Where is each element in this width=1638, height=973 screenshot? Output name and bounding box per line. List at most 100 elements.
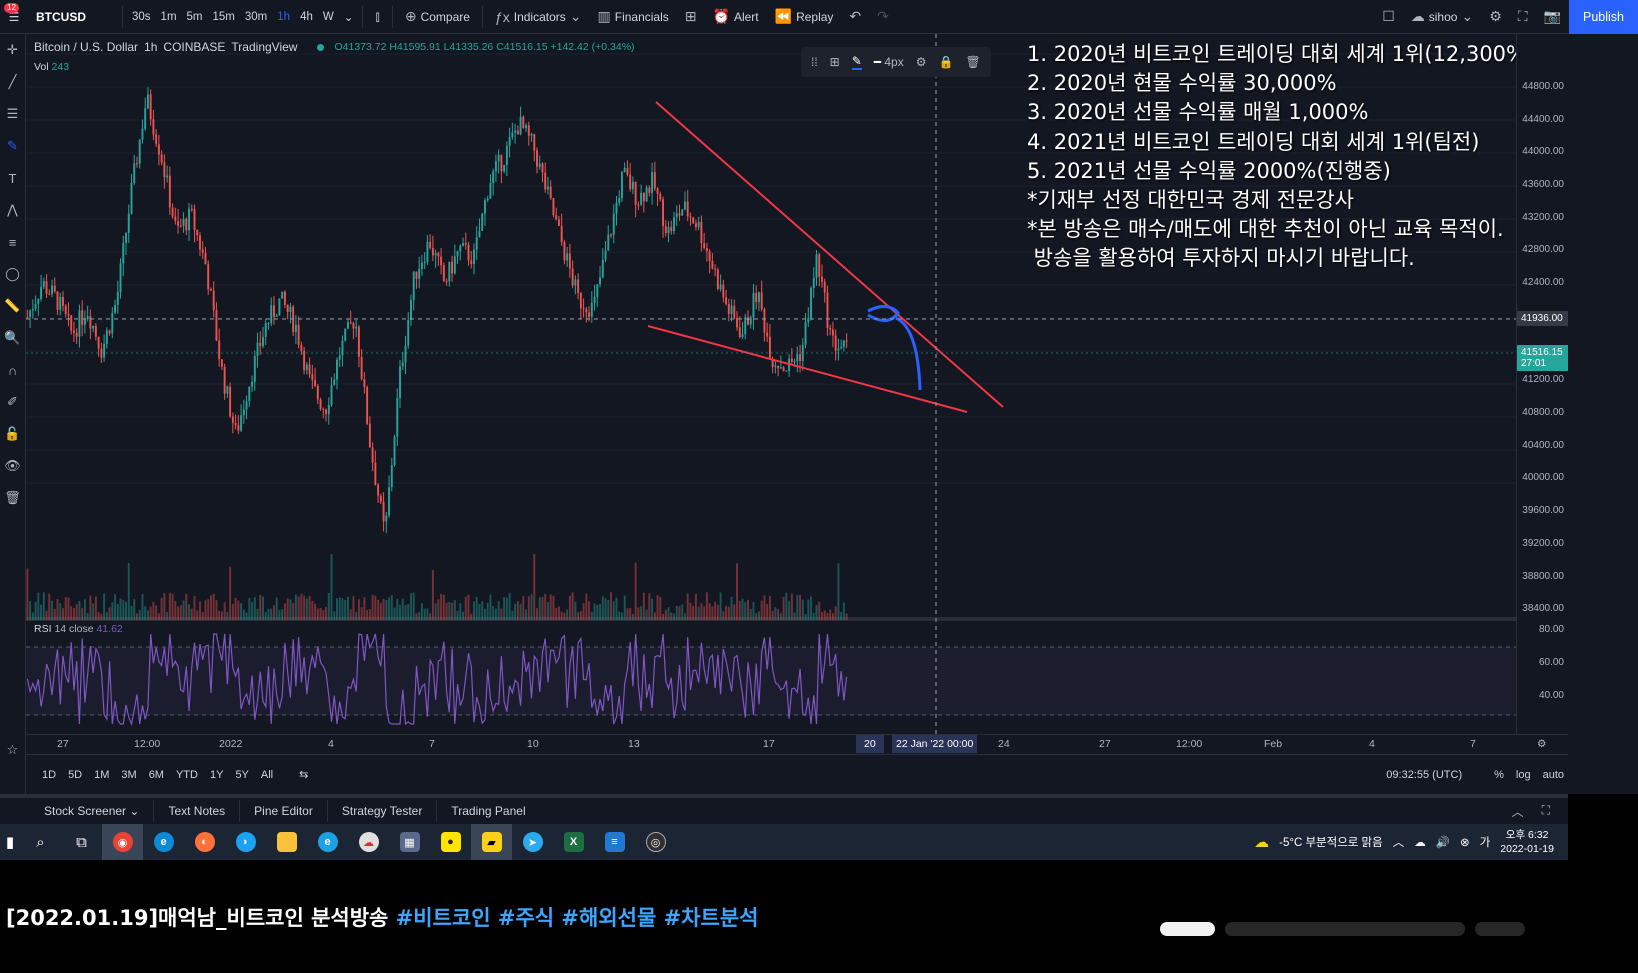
search-icon[interactable]: ⌕: [36, 833, 45, 851]
timeframe-30m[interactable]: 30m: [244, 10, 268, 23]
replay-button[interactable]: ⏪ Replay: [767, 8, 842, 25]
ime-icon[interactable]: 가: [1479, 837, 1491, 849]
obs-app-icon[interactable]: ◎: [635, 824, 676, 860]
tab-pine-editor[interactable]: Pine Editor: [240, 800, 328, 822]
zoom-tool-icon[interactable]: 🔍: [4, 330, 21, 345]
more-pill[interactable]: [1475, 922, 1525, 936]
price-scale[interactable]: 44800.00 44400.00 44000.00 43600.00 4320…: [1516, 34, 1569, 734]
tab-strategy-tester[interactable]: Strategy Tester: [328, 800, 438, 822]
indicators-button[interactable]: ƒx Indicators ⌄: [487, 8, 590, 25]
favorites-star-icon[interactable]: ☆: [6, 742, 19, 757]
timeframe-1h[interactable]: 1h: [277, 10, 291, 23]
telegram-app-icon[interactable]: ➤: [512, 824, 553, 860]
excel-app-icon[interactable]: X: [553, 824, 594, 860]
weather-icon[interactable]: ☁: [1254, 834, 1270, 851]
axis-settings-icon[interactable]: ⚙: [1537, 738, 1547, 750]
line-width-button[interactable]: ━ 4px: [874, 55, 904, 69]
range-all[interactable]: All: [260, 768, 274, 781]
redo-button[interactable]: ↷: [869, 8, 897, 25]
undo-button[interactable]: ↶: [841, 8, 869, 25]
brush-tool-icon[interactable]: ✎: [7, 138, 18, 153]
prediction-tool-icon[interactable]: ≡: [8, 234, 17, 250]
chevron-up-icon[interactable]: ︿: [1392, 837, 1405, 849]
timeframe-15m[interactable]: 15m: [212, 10, 235, 23]
timeframe-dropdown-icon[interactable]: ⌄: [343, 11, 354, 24]
fib-tool-icon[interactable]: ☰: [6, 106, 19, 121]
timeframe-30s[interactable]: 30s: [132, 10, 151, 23]
firefox-app-icon[interactable]: ◐: [184, 824, 225, 860]
range-1d[interactable]: 1D: [42, 768, 57, 781]
pen-color-icon[interactable]: ✎: [851, 54, 862, 70]
chart-type-button[interactable]: ⫾: [367, 8, 387, 25]
financials-button[interactable]: ▥ Financials: [590, 8, 677, 25]
log-toggle[interactable]: log: [1515, 768, 1531, 781]
templates-icon[interactable]: ⊞: [829, 55, 840, 69]
time-axis[interactable]: 27 12:00 2022 4 7 10 13 17 20 22 Jan '22…: [26, 734, 1568, 754]
ruler-tool-icon[interactable]: 📏: [4, 298, 21, 313]
magnet-tool-icon[interactable]: ∩: [7, 362, 18, 378]
snapshot-button[interactable]: 📷: [1536, 8, 1569, 25]
text-tool-icon[interactable]: T: [8, 170, 17, 186]
collapse-panel-icon[interactable]: ︿: [1511, 804, 1524, 819]
range-1m[interactable]: 1M: [94, 768, 110, 781]
video-hashtags[interactable]: #비트코인 #주식 #해외선물 #차트분석: [395, 906, 759, 930]
symbol-title[interactable]: Bitcoin / U.S. Dollar: [34, 40, 139, 54]
tab-trading-panel[interactable]: Trading Panel: [451, 804, 526, 818]
crosshair-tool-icon[interactable]: ✛: [7, 42, 18, 57]
goto-date-icon[interactable]: ⇆: [299, 769, 309, 781]
weather-text[interactable]: -5°C 부분적으로 맑음: [1279, 837, 1383, 849]
utc-clock[interactable]: 09:32:55 (UTC): [1386, 768, 1463, 781]
timeframe-5m[interactable]: 5m: [186, 10, 203, 23]
fullscreen-button[interactable]: ⛶: [1510, 8, 1536, 25]
tab-text-notes[interactable]: Text Notes: [154, 800, 241, 822]
timeframe-1m[interactable]: 1m: [160, 10, 177, 23]
range-5y[interactable]: 5Y: [235, 768, 249, 781]
chrome-app-icon[interactable]: ◉: [102, 824, 143, 860]
network-icon[interactable]: ☁: [1414, 837, 1426, 849]
task-view-icon[interactable]: ⧉: [76, 833, 87, 851]
edge-app-icon[interactable]: e: [143, 824, 184, 860]
start-button[interactable]: ▮: [0, 824, 20, 860]
shape-tool-icon[interactable]: ◯: [5, 266, 20, 281]
templates-button[interactable]: ⊞: [677, 8, 705, 25]
settings-gear-icon[interactable]: ⚙: [915, 55, 927, 69]
trash-icon[interactable]: 🗑: [965, 55, 981, 69]
blue-app-icon[interactable]: ≡: [594, 824, 635, 860]
timeframe-4h[interactable]: 4h: [300, 10, 313, 23]
tab-stock-screener[interactable]: Stock Screener ⌄: [30, 800, 155, 822]
bird-app-icon[interactable]: ◗: [225, 824, 266, 860]
range-3m[interactable]: 3M: [121, 768, 137, 781]
range-6m[interactable]: 6M: [148, 768, 164, 781]
lock-icon[interactable]: 🔓: [4, 426, 21, 441]
symbol-search[interactable]: BTCUSD: [36, 9, 86, 24]
layout-name-button[interactable]: ☁ sihoo ⌄: [1403, 8, 1481, 25]
range-1y[interactable]: 1Y: [209, 768, 224, 781]
trendline-tool-icon[interactable]: ╱: [8, 74, 17, 89]
action-pill[interactable]: [1225, 922, 1465, 936]
maximize-panel-icon[interactable]: ⛶: [1541, 802, 1550, 817]
lock-drawing-icon[interactable]: ✐: [7, 394, 18, 409]
range-ytd[interactable]: YTD: [175, 768, 198, 781]
main-menu-button[interactable]: ☰ 12: [0, 0, 28, 34]
sticky-notes-app-icon[interactable]: ▰: [471, 824, 512, 860]
settings-button[interactable]: ⚙: [1481, 8, 1510, 25]
eye-icon[interactable]: 👁: [4, 458, 21, 473]
video-title[interactable]: [2022.01.19]매억남_비트코인 분석방송 #비트코인 #주식 #해외선…: [6, 902, 758, 932]
pattern-tool-icon[interactable]: ⋀: [7, 202, 18, 217]
calculator-app-icon[interactable]: ▦: [389, 824, 430, 860]
auto-toggle[interactable]: auto: [1542, 768, 1564, 781]
close-circle-icon[interactable]: ⊗: [1460, 837, 1470, 849]
ie-app-icon[interactable]: e: [307, 824, 348, 860]
kakaotalk-app-icon[interactable]: ●: [430, 824, 471, 860]
trash-icon[interactable]: 🗑: [4, 490, 21, 505]
drag-handle-icon[interactable]: ⁞⁞: [811, 55, 818, 69]
timeframe-w[interactable]: W: [322, 10, 334, 23]
chart-pane[interactable]: Bitcoin / U.S. Dollar 1h COINBASE Tradin…: [26, 34, 1516, 734]
percent-toggle[interactable]: %: [1494, 768, 1504, 781]
price-chart-svg[interactable]: [26, 34, 1516, 734]
lock-icon[interactable]: 🔒: [938, 55, 954, 69]
cloud-app-icon[interactable]: ☁: [348, 824, 389, 860]
alert-button[interactable]: ⏰ Alert: [705, 8, 767, 25]
compare-button[interactable]: ⊕ Compare: [397, 8, 478, 25]
range-5d[interactable]: 5D: [68, 768, 83, 781]
